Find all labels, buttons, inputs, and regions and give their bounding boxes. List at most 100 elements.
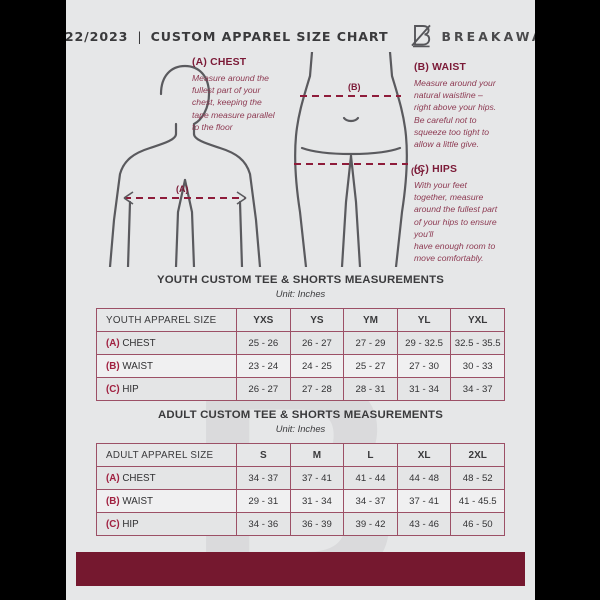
youth-cell: 30 - 33 xyxy=(450,354,505,378)
hips-description: (C) HIPS With your feet together, measur… xyxy=(414,164,528,264)
youth-cell: 28 - 31 xyxy=(343,377,398,401)
youth-cell: 29 - 32.5 xyxy=(396,331,452,355)
brand-logo: BREAKAWAY xyxy=(410,23,535,49)
table-row: (C) HIP 26 - 27 27 - 28 28 - 31 31 - 34 … xyxy=(96,377,505,401)
hips-description-title: (C) HIPS xyxy=(414,164,458,175)
youth-cell: 25 - 26 xyxy=(236,331,291,355)
youth-cell: 27 - 28 xyxy=(289,377,345,401)
youth-cell: 26 - 27 xyxy=(289,331,345,355)
adult-column-header: XL xyxy=(396,443,452,467)
header-season: 2022/2023 xyxy=(66,28,129,44)
lower-body-hips-figure xyxy=(294,52,408,267)
breakaway-b-monogram-icon xyxy=(411,24,432,48)
measure-tag: (B) xyxy=(106,495,120,507)
measure-label: CHEST xyxy=(122,472,156,484)
footer-band xyxy=(76,552,525,586)
chest-arrow-left-icon xyxy=(123,191,134,205)
adult-row-label: (C) HIP xyxy=(96,512,237,536)
upper-body-torso-figure xyxy=(108,64,262,267)
youth-row-label: (B) WAIST xyxy=(96,354,237,378)
measure-tag: (C) xyxy=(106,518,120,530)
adult-size-table: ADULT APPAREL SIZE S M L XL 2XL (A) CHES… xyxy=(96,443,505,536)
adult-cell: 34 - 37 xyxy=(236,466,291,490)
adult-cell: 46 - 50 xyxy=(450,512,505,536)
measure-label: WAIST xyxy=(122,360,154,372)
waist-description-body: Measure around your natural waistline – … xyxy=(414,78,497,150)
youth-section-heading: YOUTH CUSTOM TEE & SHORTS MEASUREMENTS U… xyxy=(66,274,535,299)
adult-column-header: M xyxy=(289,443,345,467)
adult-column-header: L xyxy=(343,443,398,467)
adult-title: ADULT CUSTOM TEE & SHORTS MEASUREMENTS xyxy=(158,409,443,421)
adult-cell: 37 - 41 xyxy=(289,466,345,490)
adult-unit: Unit: Inches xyxy=(275,423,326,434)
youth-cell: 34 - 37 xyxy=(450,377,505,401)
adult-cell: 39 - 42 xyxy=(343,512,398,536)
chest-marker-label: (A) xyxy=(176,184,189,194)
youth-column-header: YXS xyxy=(236,308,291,332)
youth-unit: Unit: Inches xyxy=(275,288,326,299)
adult-column-header: 2XL xyxy=(450,443,505,467)
page-header: 2022/2023 | CUSTOM APPAREL SIZE CHART BR… xyxy=(66,18,535,54)
measure-label: CHEST xyxy=(122,337,156,349)
waist-description: (B) WAIST Measure around your natural wa… xyxy=(414,62,528,150)
youth-cell: 26 - 27 xyxy=(236,377,291,401)
youth-cell: 24 - 25 xyxy=(289,354,345,378)
adult-cell: 44 - 48 xyxy=(396,466,452,490)
brand-name: BREAKAWAY xyxy=(441,28,535,44)
adult-row-header-label: ADULT APPAREL SIZE xyxy=(96,443,237,467)
adult-cell: 31 - 34 xyxy=(289,489,345,513)
table-row: (A) CHEST 25 - 26 26 - 27 27 - 29 29 - 3… xyxy=(96,331,505,355)
youth-cell: 27 - 30 xyxy=(396,354,452,378)
chest-description: (A) CHEST Measure around the fullest par… xyxy=(192,57,308,133)
youth-column-header: YXL xyxy=(450,308,505,332)
adult-header-row: ADULT APPAREL SIZE S M L XL 2XL xyxy=(96,443,505,467)
hips-marker-label: (C) xyxy=(411,166,424,176)
table-row: (A) CHEST 34 - 37 37 - 41 41 - 44 44 - 4… xyxy=(96,466,505,490)
youth-column-header: YS xyxy=(289,308,345,332)
adult-cell: 43 - 46 xyxy=(396,512,452,536)
adult-cell: 29 - 31 xyxy=(236,489,291,513)
hips-description-body: With your feet together, measure around … xyxy=(414,180,498,264)
waist-description-title: (B) WAIST xyxy=(414,62,467,73)
youth-size-table: YOUTH APPAREL SIZE YXS YS YM YL YXL (A) … xyxy=(96,308,505,401)
size-chart-page: B 2022/2023 | CUSTOM APPAREL SIZE CHART … xyxy=(66,0,535,600)
adult-cell: 41 - 45.5 xyxy=(450,489,505,513)
youth-title: YOUTH CUSTOM TEE & SHORTS MEASUREMENTS xyxy=(156,274,445,286)
measure-tag: (A) xyxy=(106,337,120,349)
measure-tag: (B) xyxy=(106,360,120,372)
table-row: (C) HIP 34 - 36 36 - 39 39 - 42 43 - 46 … xyxy=(96,512,505,536)
youth-column-header: YL xyxy=(396,308,452,332)
table-row: (B) WAIST 29 - 31 31 - 34 34 - 37 37 - 4… xyxy=(96,489,505,513)
adult-row-label: (B) WAIST xyxy=(96,489,237,513)
chest-description-title: (A) CHEST xyxy=(192,57,247,68)
youth-cell: 27 - 29 xyxy=(343,331,398,355)
measurement-diagram: (B) (C) (A) (A) CHEST Measure around the… xyxy=(66,52,535,267)
table-row: (B) WAIST 23 - 24 24 - 25 25 - 27 27 - 3… xyxy=(96,354,505,378)
adult-cell: 36 - 39 xyxy=(289,512,345,536)
youth-column-header: YM xyxy=(343,308,398,332)
youth-cell: 23 - 24 xyxy=(236,354,291,378)
measure-label: HIP xyxy=(122,518,139,530)
adult-cell: 34 - 36 xyxy=(236,512,291,536)
youth-cell: 32.5 - 35.5 xyxy=(450,331,505,355)
adult-cell: 41 - 44 xyxy=(343,466,398,490)
measure-tag: (C) xyxy=(106,383,120,395)
youth-header-row: YOUTH APPAREL SIZE YXS YS YM YL YXL xyxy=(96,308,505,332)
measure-label: HIP xyxy=(122,383,139,395)
chest-arrow-right-icon xyxy=(236,191,247,205)
adult-column-header: S xyxy=(236,443,291,467)
page-title: CUSTOM APPAREL SIZE CHART xyxy=(150,28,389,44)
measure-tag: (A) xyxy=(106,472,120,484)
adult-cell: 48 - 52 xyxy=(450,466,505,490)
adult-cell: 34 - 37 xyxy=(343,489,398,513)
adult-row-label: (A) CHEST xyxy=(96,466,237,490)
youth-row-header-label: YOUTH APPAREL SIZE xyxy=(96,308,237,332)
youth-row-label: (A) CHEST xyxy=(96,331,237,355)
measure-label: WAIST xyxy=(122,495,154,507)
chest-description-body: Measure around the fullest part of your … xyxy=(192,73,275,132)
youth-row-label: (C) HIP xyxy=(96,377,237,401)
youth-cell: 25 - 27 xyxy=(343,354,398,378)
header-separator: | xyxy=(137,28,142,44)
youth-cell: 31 - 34 xyxy=(396,377,452,401)
adult-section-heading: ADULT CUSTOM TEE & SHORTS MEASUREMENTS U… xyxy=(66,409,535,434)
